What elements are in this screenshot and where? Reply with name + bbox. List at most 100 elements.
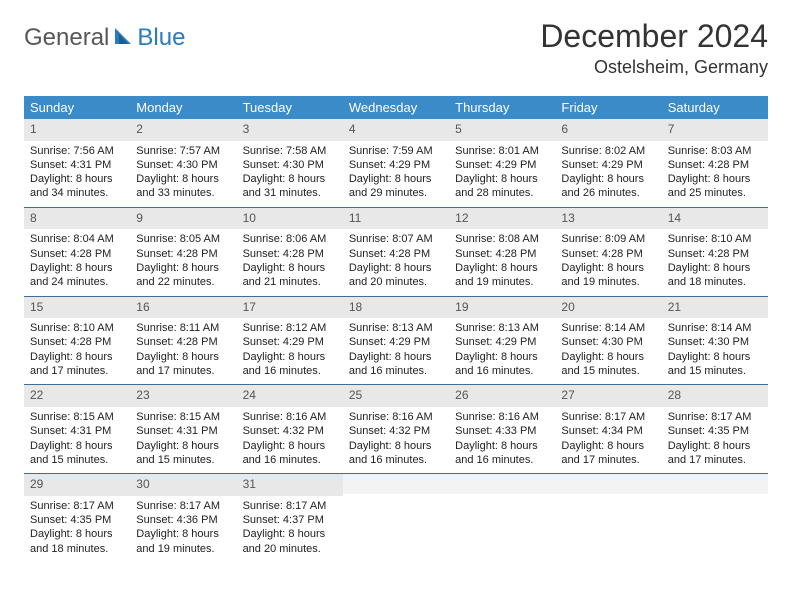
day-line-dl2: and 20 minutes. [243, 542, 337, 556]
location-label: Ostelsheim, Germany [540, 57, 768, 78]
day-line-sunset: Sunset: 4:29 PM [561, 158, 655, 172]
day-cell: 1Sunrise: 7:56 AMSunset: 4:31 PMDaylight… [24, 119, 130, 207]
day-number: 28 [662, 385, 768, 407]
day-line-dl2: and 19 minutes. [136, 542, 230, 556]
day-line-dl1: Daylight: 8 hours [668, 350, 762, 364]
day-line-sunrise: Sunrise: 8:17 AM [561, 410, 655, 424]
day-line-dl1: Daylight: 8 hours [455, 439, 549, 453]
day-cell: 7Sunrise: 8:03 AMSunset: 4:28 PMDaylight… [662, 119, 768, 207]
day-body: Sunrise: 8:14 AMSunset: 4:30 PMDaylight:… [662, 318, 768, 384]
day-number: 9 [130, 208, 236, 230]
day-number: 5 [449, 119, 555, 141]
day-number: 20 [555, 297, 661, 319]
day-body: Sunrise: 7:59 AMSunset: 4:29 PMDaylight:… [343, 141, 449, 207]
day-line-dl2: and 20 minutes. [349, 275, 443, 289]
day-line-sunset: Sunset: 4:28 PM [668, 247, 762, 261]
day-line-sunrise: Sunrise: 8:14 AM [668, 321, 762, 335]
day-line-dl2: and 16 minutes. [243, 453, 337, 467]
day-number: 13 [555, 208, 661, 230]
day-number: 2 [130, 119, 236, 141]
day-line-dl1: Daylight: 8 hours [561, 350, 655, 364]
day-line-sunrise: Sunrise: 8:16 AM [455, 410, 549, 424]
day-number: 15 [24, 297, 130, 319]
day-body: Sunrise: 8:07 AMSunset: 4:28 PMDaylight:… [343, 229, 449, 295]
day-line-dl2: and 15 minutes. [30, 453, 124, 467]
day-number: 31 [237, 474, 343, 496]
day-line-sunset: Sunset: 4:28 PM [30, 335, 124, 349]
day-line-dl1: Daylight: 8 hours [349, 439, 443, 453]
weeks-container: 1Sunrise: 7:56 AMSunset: 4:31 PMDaylight… [24, 119, 768, 562]
day-line-sunset: Sunset: 4:28 PM [243, 247, 337, 261]
day-line-dl2: and 26 minutes. [561, 186, 655, 200]
day-line-dl1: Daylight: 8 hours [668, 261, 762, 275]
day-header-row: SundayMondayTuesdayWednesdayThursdayFrid… [24, 96, 768, 119]
day-body: Sunrise: 8:17 AMSunset: 4:35 PMDaylight:… [24, 496, 130, 562]
day-line-sunset: Sunset: 4:33 PM [455, 424, 549, 438]
day-number: 12 [449, 208, 555, 230]
day-line-sunrise: Sunrise: 8:17 AM [668, 410, 762, 424]
day-line-dl2: and 17 minutes. [30, 364, 124, 378]
day-line-dl2: and 18 minutes. [668, 275, 762, 289]
day-body: Sunrise: 7:58 AMSunset: 4:30 PMDaylight:… [237, 141, 343, 207]
day-body: Sunrise: 7:57 AMSunset: 4:30 PMDaylight:… [130, 141, 236, 207]
day-header-cell: Saturday [662, 96, 768, 119]
day-line-sunset: Sunset: 4:30 PM [561, 335, 655, 349]
day-line-dl1: Daylight: 8 hours [136, 527, 230, 541]
day-line-sunrise: Sunrise: 7:58 AM [243, 144, 337, 158]
day-line-sunset: Sunset: 4:32 PM [349, 424, 443, 438]
day-line-sunset: Sunset: 4:29 PM [455, 335, 549, 349]
day-cell: 29Sunrise: 8:17 AMSunset: 4:35 PMDayligh… [24, 474, 130, 562]
day-body: Sunrise: 8:01 AMSunset: 4:29 PMDaylight:… [449, 141, 555, 207]
day-body: Sunrise: 8:13 AMSunset: 4:29 PMDaylight:… [343, 318, 449, 384]
day-line-sunrise: Sunrise: 8:17 AM [136, 499, 230, 513]
day-line-sunset: Sunset: 4:36 PM [136, 513, 230, 527]
day-line-sunset: Sunset: 4:37 PM [243, 513, 337, 527]
day-line-sunrise: Sunrise: 8:15 AM [136, 410, 230, 424]
page-header: General Blue December 2024 Ostelsheim, G… [24, 18, 768, 78]
day-body: Sunrise: 8:16 AMSunset: 4:33 PMDaylight:… [449, 407, 555, 473]
day-line-dl1: Daylight: 8 hours [30, 172, 124, 186]
day-number: 23 [130, 385, 236, 407]
day-cell: 26Sunrise: 8:16 AMSunset: 4:33 PMDayligh… [449, 385, 555, 473]
week-row: 15Sunrise: 8:10 AMSunset: 4:28 PMDayligh… [24, 297, 768, 386]
day-line-dl1: Daylight: 8 hours [668, 172, 762, 186]
day-cell: 9Sunrise: 8:05 AMSunset: 4:28 PMDaylight… [130, 208, 236, 296]
day-line-dl2: and 17 minutes. [136, 364, 230, 378]
day-body: Sunrise: 8:16 AMSunset: 4:32 PMDaylight:… [343, 407, 449, 473]
day-line-dl2: and 33 minutes. [136, 186, 230, 200]
day-line-dl1: Daylight: 8 hours [349, 350, 443, 364]
day-line-dl2: and 19 minutes. [561, 275, 655, 289]
day-cell: 6Sunrise: 8:02 AMSunset: 4:29 PMDaylight… [555, 119, 661, 207]
day-number [343, 474, 449, 494]
title-block: December 2024 Ostelsheim, Germany [540, 18, 768, 78]
day-line-dl2: and 16 minutes. [243, 364, 337, 378]
day-body: Sunrise: 8:04 AMSunset: 4:28 PMDaylight:… [24, 229, 130, 295]
day-cell: 14Sunrise: 8:10 AMSunset: 4:28 PMDayligh… [662, 208, 768, 296]
day-cell: 20Sunrise: 8:14 AMSunset: 4:30 PMDayligh… [555, 297, 661, 385]
day-line-sunrise: Sunrise: 8:13 AM [455, 321, 549, 335]
day-line-dl2: and 16 minutes. [349, 453, 443, 467]
day-line-dl1: Daylight: 8 hours [561, 261, 655, 275]
day-body: Sunrise: 8:09 AMSunset: 4:28 PMDaylight:… [555, 229, 661, 295]
day-line-sunset: Sunset: 4:28 PM [30, 247, 124, 261]
day-line-sunrise: Sunrise: 8:16 AM [243, 410, 337, 424]
day-line-sunset: Sunset: 4:30 PM [243, 158, 337, 172]
day-line-sunset: Sunset: 4:32 PM [243, 424, 337, 438]
day-number: 29 [24, 474, 130, 496]
day-header-cell: Friday [555, 96, 661, 119]
day-line-dl2: and 17 minutes. [561, 453, 655, 467]
day-line-dl1: Daylight: 8 hours [455, 261, 549, 275]
day-line-sunset: Sunset: 4:28 PM [349, 247, 443, 261]
day-header-cell: Thursday [449, 96, 555, 119]
day-line-dl2: and 21 minutes. [243, 275, 337, 289]
day-line-sunset: Sunset: 4:28 PM [136, 247, 230, 261]
day-line-sunrise: Sunrise: 8:07 AM [349, 232, 443, 246]
day-cell [555, 474, 661, 562]
day-cell: 31Sunrise: 8:17 AMSunset: 4:37 PMDayligh… [237, 474, 343, 562]
day-line-dl1: Daylight: 8 hours [455, 350, 549, 364]
day-line-dl2: and 15 minutes. [136, 453, 230, 467]
day-line-sunset: Sunset: 4:29 PM [349, 335, 443, 349]
day-body: Sunrise: 8:17 AMSunset: 4:34 PMDaylight:… [555, 407, 661, 473]
logo-word1: General [24, 24, 109, 52]
day-number: 19 [449, 297, 555, 319]
